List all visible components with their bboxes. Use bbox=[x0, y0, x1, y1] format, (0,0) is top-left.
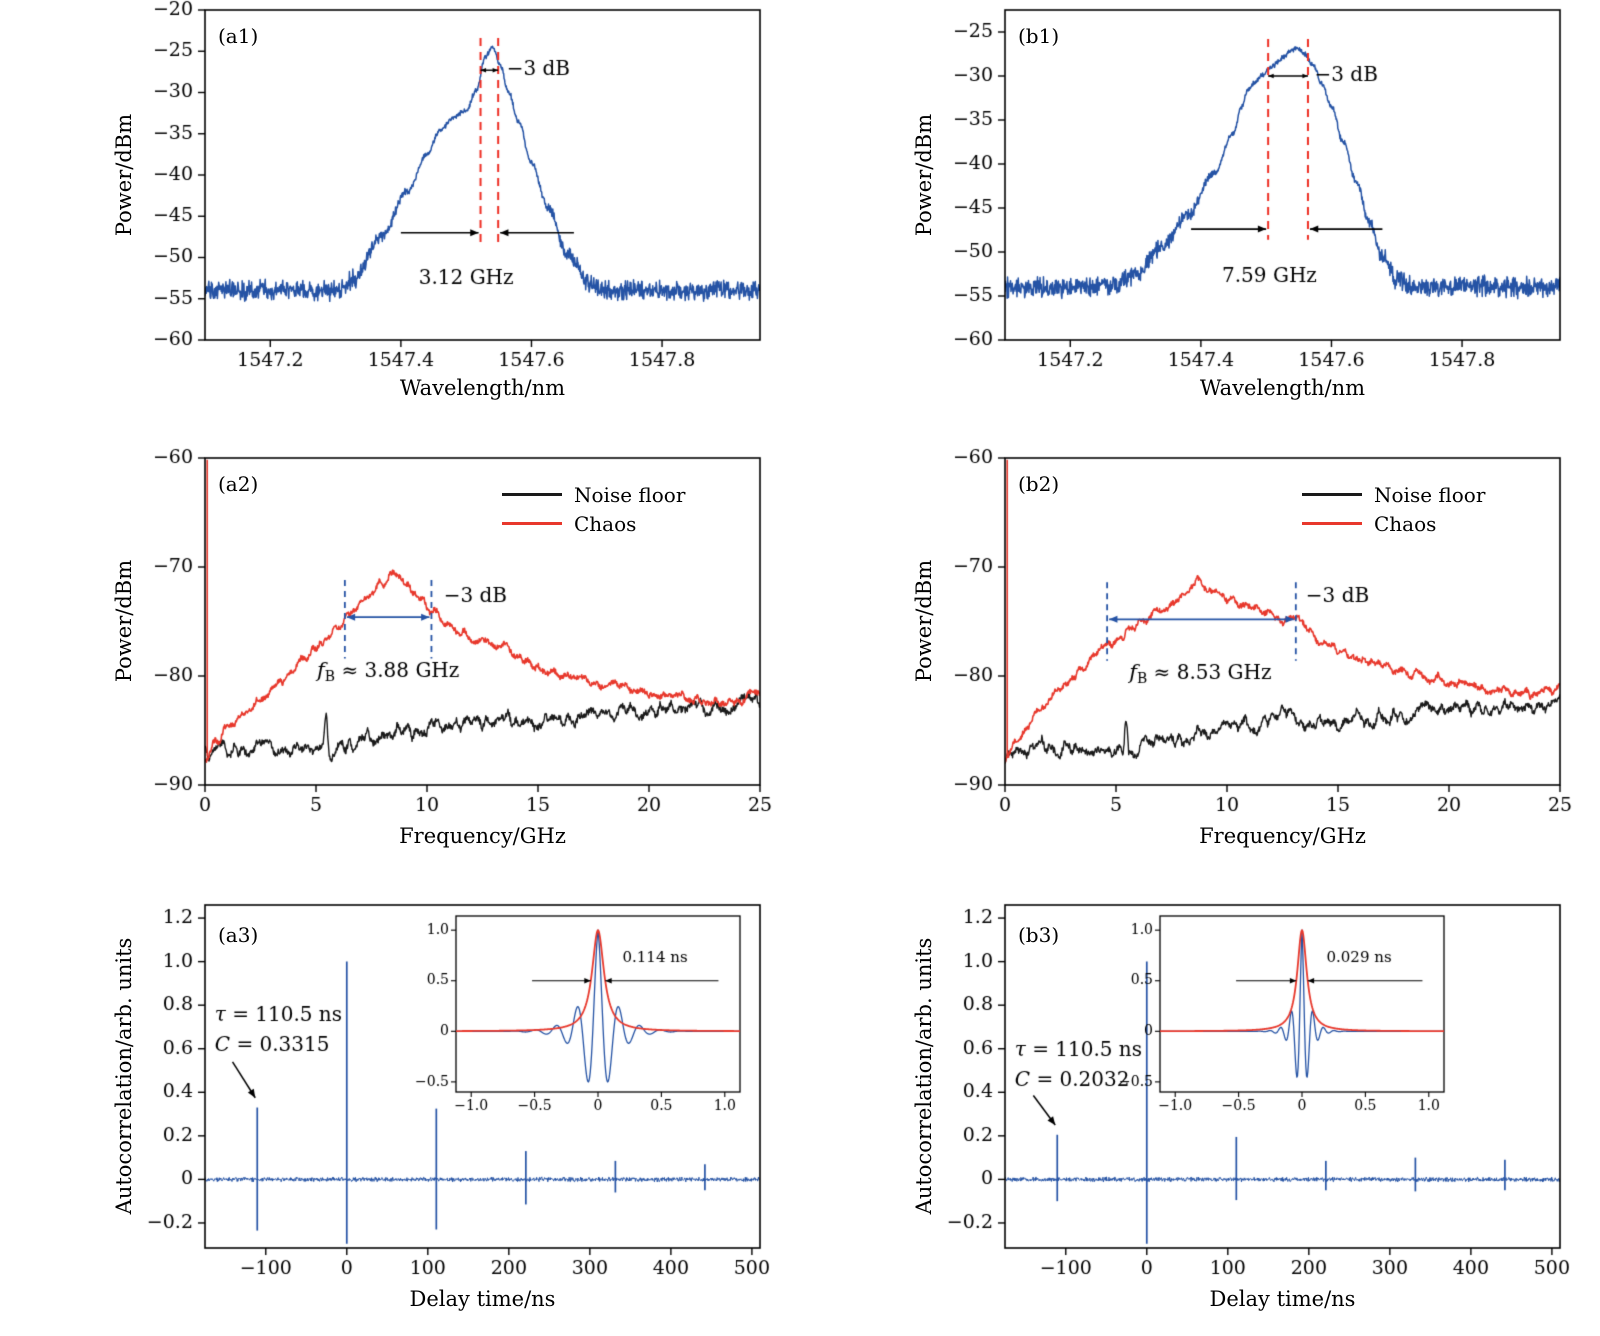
panel-tag: (b2) bbox=[1018, 472, 1060, 496]
legend-label-chaos: Chaos bbox=[574, 511, 637, 536]
y-axis-label: Power/dBm bbox=[912, 559, 936, 683]
panel-tag: (b1) bbox=[1018, 24, 1060, 48]
panel-tag: (a3) bbox=[218, 923, 259, 947]
panel-tag: (a1) bbox=[218, 24, 259, 48]
panel-tag: (a2) bbox=[218, 472, 259, 496]
optical-spectrum-chart-a1 bbox=[0, 0, 800, 445]
noise-floor-line-sample bbox=[502, 493, 562, 496]
panel-a3: Autocorrelation/arb. units Delay time/ns… bbox=[0, 890, 800, 1336]
chaos-line-sample bbox=[1302, 522, 1362, 525]
y-axis-label: Power/dBm bbox=[912, 113, 936, 237]
x-axis-label: Delay time/ns bbox=[1209, 1287, 1356, 1311]
legend-label-noise-floor: Noise floor bbox=[574, 482, 686, 507]
panel-b3: Autocorrelation/arb. units Delay time/ns… bbox=[800, 890, 1600, 1336]
y-axis-label: Power/dBm bbox=[112, 113, 136, 237]
rf-spectrum-chart-b2 bbox=[800, 445, 1600, 890]
y-axis-label: Autocorrelation/arb. units bbox=[912, 937, 936, 1215]
legend-row-noise-floor: Noise floor bbox=[502, 480, 685, 509]
x-axis-label: Frequency/GHz bbox=[1199, 824, 1366, 848]
x-axis-label: Wavelength/nm bbox=[1199, 376, 1366, 400]
y-axis-label: Power/dBm bbox=[112, 559, 136, 683]
x-axis-label: Wavelength/nm bbox=[399, 376, 566, 400]
rf-spectrum-chart-a2 bbox=[0, 445, 800, 890]
y-axis-label: Autocorrelation/arb. units bbox=[112, 937, 136, 1215]
x-axis-label: Delay time/ns bbox=[409, 1287, 556, 1311]
legend-row-noise-floor: Noise floor bbox=[1302, 480, 1485, 509]
panel-a1: Power/dBm Wavelength/nm (a1) bbox=[0, 0, 800, 445]
legend-label-chaos: Chaos bbox=[1374, 511, 1437, 536]
panel-a2: Power/dBm Frequency/GHz (a2) Noise floor… bbox=[0, 445, 800, 890]
autocorrelation-chart-b3 bbox=[800, 890, 1600, 1336]
legend-row-chaos: Chaos bbox=[502, 509, 685, 538]
panel-tag: (b3) bbox=[1018, 923, 1060, 947]
optical-spectrum-chart-b1 bbox=[800, 0, 1600, 445]
noise-floor-line-sample bbox=[1302, 493, 1362, 496]
legend: Noise floor Chaos bbox=[1302, 480, 1485, 538]
chaos-line-sample bbox=[502, 522, 562, 525]
x-axis-label: Frequency/GHz bbox=[399, 824, 566, 848]
legend-label-noise-floor: Noise floor bbox=[1374, 482, 1486, 507]
panel-b2: Power/dBm Frequency/GHz (b2) Noise floor… bbox=[800, 445, 1600, 890]
legend-row-chaos: Chaos bbox=[1302, 509, 1485, 538]
autocorrelation-chart-a3 bbox=[0, 890, 800, 1336]
legend: Noise floor Chaos bbox=[502, 480, 685, 538]
panel-b1: Power/dBm Wavelength/nm (b1) bbox=[800, 0, 1600, 445]
